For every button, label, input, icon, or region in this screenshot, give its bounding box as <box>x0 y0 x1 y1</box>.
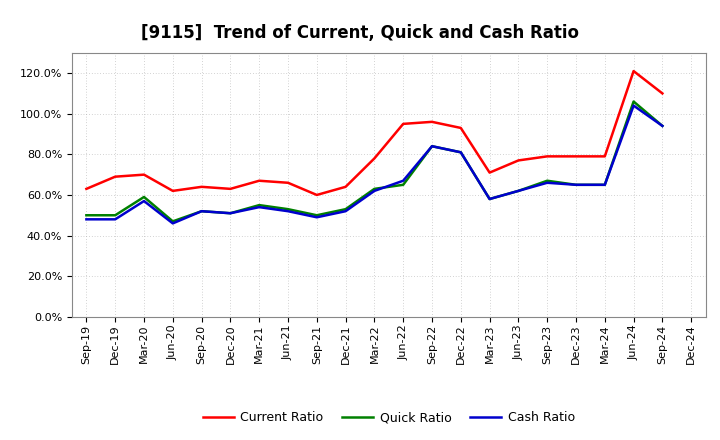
Quick Ratio <box>629 99 638 104</box>
Quick Ratio <box>341 206 350 212</box>
Current Ratio <box>456 125 465 131</box>
Line: Current Ratio: Current Ratio <box>86 71 662 195</box>
Quick Ratio <box>485 196 494 202</box>
Quick Ratio <box>600 182 609 187</box>
Current Ratio <box>312 192 321 198</box>
Current Ratio <box>226 186 235 191</box>
Cash Ratio <box>658 123 667 128</box>
Quick Ratio <box>168 219 177 224</box>
Cash Ratio <box>284 209 292 214</box>
Cash Ratio <box>370 188 379 194</box>
Cash Ratio <box>226 211 235 216</box>
Quick Ratio <box>514 188 523 194</box>
Cash Ratio <box>341 209 350 214</box>
Current Ratio <box>399 121 408 127</box>
Quick Ratio <box>226 211 235 216</box>
Current Ratio <box>197 184 206 190</box>
Cash Ratio <box>399 178 408 183</box>
Cash Ratio <box>312 215 321 220</box>
Quick Ratio <box>111 213 120 218</box>
Current Ratio <box>600 154 609 159</box>
Cash Ratio <box>168 221 177 226</box>
Quick Ratio <box>197 209 206 214</box>
Current Ratio <box>629 69 638 74</box>
Quick Ratio <box>370 186 379 191</box>
Current Ratio <box>168 188 177 194</box>
Quick Ratio <box>284 206 292 212</box>
Quick Ratio <box>543 178 552 183</box>
Quick Ratio <box>658 123 667 128</box>
Cash Ratio <box>197 209 206 214</box>
Current Ratio <box>572 154 580 159</box>
Current Ratio <box>514 158 523 163</box>
Cash Ratio <box>543 180 552 185</box>
Current Ratio <box>543 154 552 159</box>
Current Ratio <box>428 119 436 125</box>
Current Ratio <box>341 184 350 190</box>
Line: Cash Ratio: Cash Ratio <box>86 106 662 224</box>
Cash Ratio <box>514 188 523 194</box>
Quick Ratio <box>82 213 91 218</box>
Current Ratio <box>370 156 379 161</box>
Quick Ratio <box>456 150 465 155</box>
Cash Ratio <box>140 198 148 204</box>
Line: Quick Ratio: Quick Ratio <box>86 102 662 221</box>
Current Ratio <box>284 180 292 185</box>
Cash Ratio <box>82 216 91 222</box>
Quick Ratio <box>428 143 436 149</box>
Cash Ratio <box>428 143 436 149</box>
Quick Ratio <box>572 182 580 187</box>
Cash Ratio <box>572 182 580 187</box>
Quick Ratio <box>140 194 148 200</box>
Cash Ratio <box>255 205 264 210</box>
Current Ratio <box>111 174 120 180</box>
Current Ratio <box>140 172 148 177</box>
Current Ratio <box>485 170 494 175</box>
Current Ratio <box>255 178 264 183</box>
Quick Ratio <box>255 202 264 208</box>
Current Ratio <box>82 186 91 191</box>
Cash Ratio <box>456 150 465 155</box>
Quick Ratio <box>399 182 408 187</box>
Cash Ratio <box>629 103 638 108</box>
Current Ratio <box>658 91 667 96</box>
Cash Ratio <box>485 196 494 202</box>
Cash Ratio <box>111 216 120 222</box>
Legend: Current Ratio, Quick Ratio, Cash Ratio: Current Ratio, Quick Ratio, Cash Ratio <box>198 407 580 429</box>
Cash Ratio <box>600 182 609 187</box>
Quick Ratio <box>312 213 321 218</box>
Text: [9115]  Trend of Current, Quick and Cash Ratio: [9115] Trend of Current, Quick and Cash … <box>141 24 579 42</box>
